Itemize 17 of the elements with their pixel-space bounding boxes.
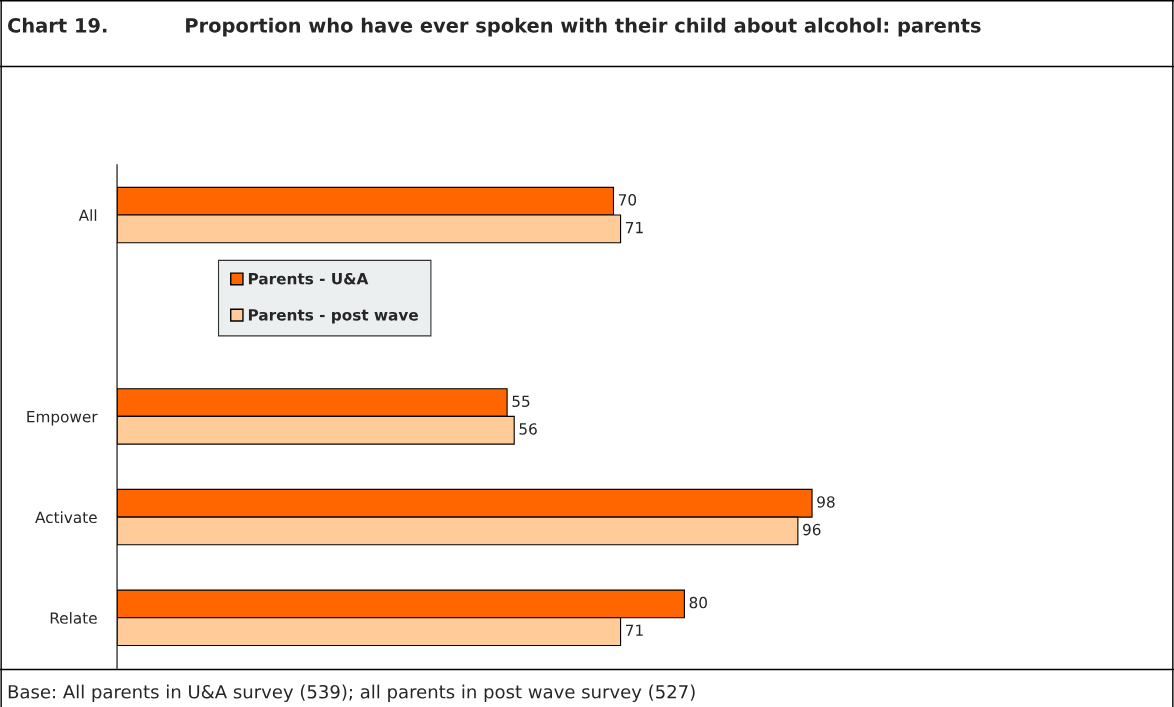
data-label: 80 xyxy=(689,596,707,609)
text: Base: All parents in U&A survey (539); all parents in post wave survey (527) xyxy=(8,684,695,703)
chart-title: Chart 19. xyxy=(8,17,107,33)
data-label: 71 xyxy=(625,221,643,234)
y-tick-label: All xyxy=(78,209,97,221)
legend-label: Parents - U&A xyxy=(248,272,369,285)
chart-subtitle: Proportion who have ever spoken with their child about alcohol: parents xyxy=(186,17,981,37)
data-label: 55 xyxy=(512,395,530,408)
legend-label: Parents - post wave xyxy=(248,309,418,324)
data-label: 56 xyxy=(519,423,537,435)
y-tick-label: Empower xyxy=(27,411,98,426)
data-label: 96 xyxy=(803,523,821,536)
y-tick-label: Activate xyxy=(35,511,97,524)
y-tick-label: Relate xyxy=(50,611,97,624)
data-label: 70 xyxy=(618,194,637,206)
data-label: 98 xyxy=(817,496,835,508)
data-label: 71 xyxy=(625,624,643,636)
